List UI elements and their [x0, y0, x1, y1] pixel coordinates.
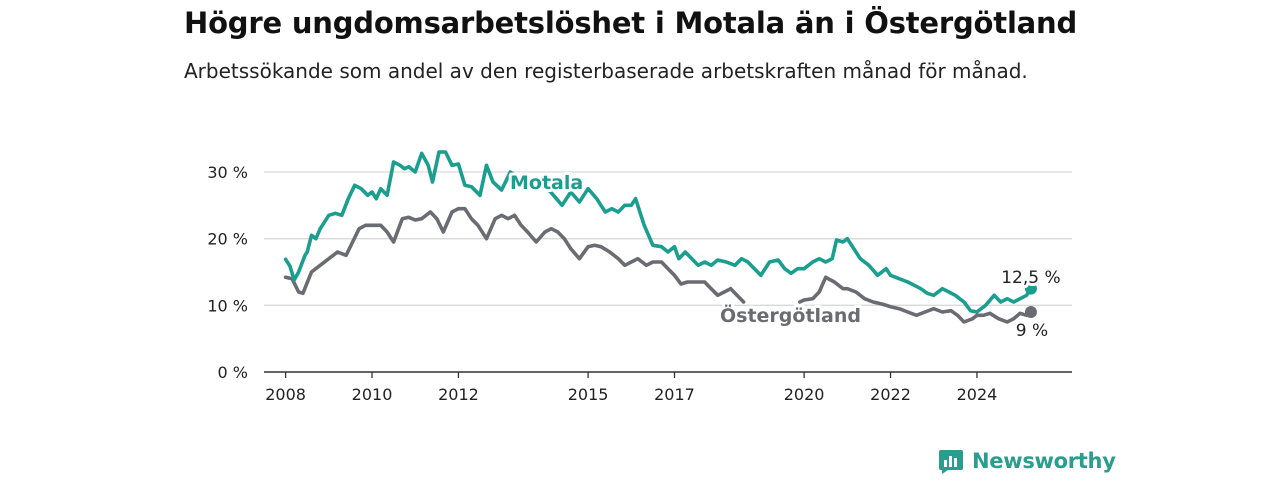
brand: Newsworthy [938, 448, 1116, 474]
y-axis: 0 % 10 % 20 % 30 % [207, 163, 248, 382]
brand-name: Newsworthy [972, 449, 1116, 473]
series-end-point [1024, 306, 1037, 318]
series-line-motala [283, 150, 1033, 314]
grid-lines [264, 171, 1072, 306]
x-tick-label: 2024 [957, 385, 998, 404]
series-label-motala-halo: Motala [510, 172, 583, 194]
end-value-label-motala: 12,5 % [1001, 268, 1060, 288]
chart-title: Högre ungdomsarbetslöshet i Motala än i … [184, 6, 1078, 40]
series-line-ostergotland [728, 286, 746, 304]
end-value-label-ostergotland-halo: 9 % [1016, 321, 1048, 341]
series-end-point [1024, 282, 1037, 295]
end-value-label-ostergotland: 9 % [1016, 321, 1048, 341]
y-tick-label: 10 % [207, 296, 248, 315]
series-label-ostergotland: Östergötland [720, 303, 861, 327]
end-value-label-motala-halo: 12,5 % [1001, 268, 1060, 288]
series-line-ostergotland [802, 275, 1033, 324]
series-line-ostergotland [283, 206, 733, 298]
x-tick-label: 2008 [265, 385, 306, 404]
x-tick-label: 2015 [568, 385, 609, 404]
x-tick-label: 2020 [784, 385, 825, 404]
y-tick-label: 20 % [207, 230, 248, 249]
chart-subtitle: Arbetssökande som andel av den registerb… [184, 59, 1028, 83]
y-tick-label: 30 % [207, 163, 248, 182]
series-labels: MotalaMotalaÖstergötlandÖstergötland12,5… [507, 169, 1064, 344]
x-axis: 2008 2010 2012 2015 2017 2020 2022 2024 [264, 371, 1072, 404]
x-tick-label: 2017 [654, 385, 695, 404]
x-tick-label: 2010 [352, 385, 393, 404]
series-lines [283, 150, 1037, 324]
series-label-ostergotland-halo: Östergötland [720, 303, 861, 327]
series-label-motala: Motala [510, 172, 583, 194]
newsworthy-logo-icon [939, 450, 963, 474]
x-tick-label: 2022 [870, 385, 911, 404]
x-tick-label: 2012 [438, 385, 479, 404]
y-tick-label: 0 % [218, 363, 248, 382]
